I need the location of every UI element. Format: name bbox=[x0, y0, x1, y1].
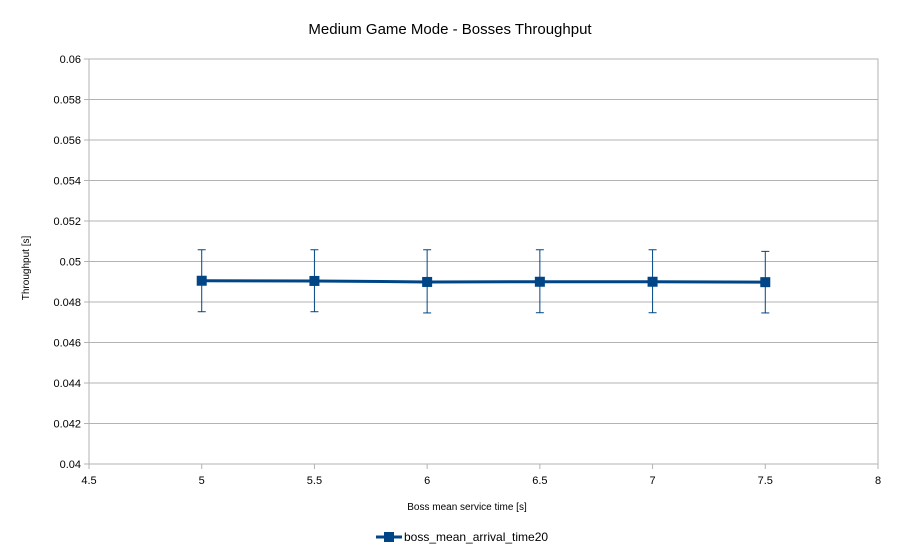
data-point bbox=[422, 276, 433, 287]
y-tick-label: 0.042 bbox=[53, 419, 81, 431]
y-tick-label: 0.046 bbox=[53, 338, 81, 350]
y-axis-title: Throughput [s] bbox=[21, 236, 32, 301]
data-point bbox=[309, 275, 320, 286]
y-tick-label: 0.044 bbox=[53, 378, 81, 390]
y-tick-label: 0.056 bbox=[53, 135, 81, 147]
x-tick-label: 7 bbox=[650, 475, 656, 487]
x-tick-label: 6 bbox=[424, 475, 430, 487]
y-tick-label: 0.05 bbox=[60, 257, 81, 269]
data-point bbox=[196, 275, 207, 286]
y-tick-label: 0.052 bbox=[53, 216, 81, 228]
series-group bbox=[196, 249, 771, 314]
x-tick-label: 8 bbox=[875, 475, 881, 487]
data-point bbox=[760, 277, 771, 288]
series-layer bbox=[196, 249, 771, 314]
series-line bbox=[201, 279, 766, 284]
y-tick-label: 0.054 bbox=[53, 176, 81, 188]
data-point bbox=[534, 276, 545, 287]
chart-title: Medium Game Mode - Bosses Throughput bbox=[308, 21, 592, 38]
x-tick-label: 4.5 bbox=[81, 475, 96, 487]
x-tick-label: 5.5 bbox=[307, 475, 322, 487]
legend-label: boss_mean_arrival_time20 bbox=[404, 530, 548, 544]
x-tick-label: 7.5 bbox=[758, 475, 773, 487]
x-axis-title: Boss mean service time [s] bbox=[407, 502, 527, 513]
y-axis-ticks: 0.04 0.042 0.044 0.046 0.048 0.05 0.052 0.054 0.… bbox=[53, 54, 89, 471]
y-tick-label: 0.048 bbox=[53, 297, 81, 309]
data-point bbox=[647, 276, 658, 287]
y-tick-label: 0.06 bbox=[60, 54, 81, 66]
legend-marker-swatch bbox=[384, 532, 394, 542]
y-tick-label: 0.04 bbox=[60, 459, 81, 471]
x-axis-ticks: 4.5 5 5.5 6 6.5 7 7.5 8 bbox=[81, 464, 881, 487]
x-tick-label: 5 bbox=[199, 475, 205, 487]
y-tick-label: 0.058 bbox=[53, 95, 81, 107]
x-tick-label: 6.5 bbox=[532, 475, 547, 487]
grid-lines bbox=[89, 58, 878, 465]
legend: boss_mean_arrival_time20 bbox=[376, 530, 548, 544]
